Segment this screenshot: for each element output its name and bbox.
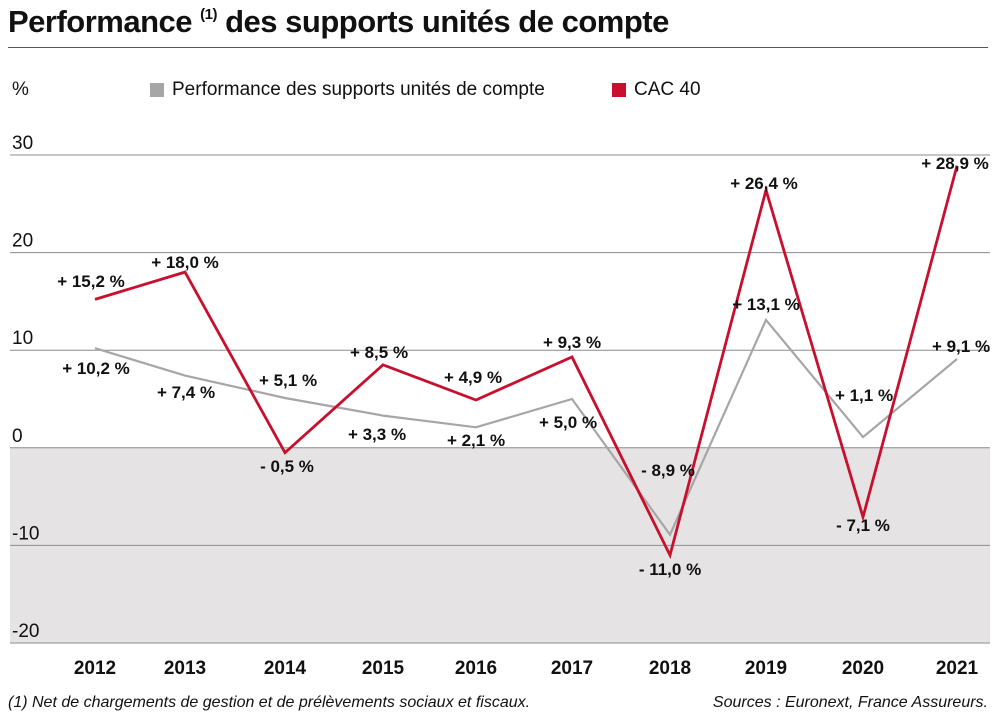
x-tick-label: 2017 xyxy=(551,658,593,679)
y-tick-label: 0 xyxy=(12,426,23,447)
data-label-cac40: + 28,9 % xyxy=(921,154,989,173)
series-line-ucs xyxy=(94,317,958,537)
x-tick-label: 2013 xyxy=(164,658,206,679)
data-label-ucs: + 13,1 % xyxy=(732,295,800,314)
legend-item-ucs: Performance des supports unités de compt… xyxy=(150,79,545,101)
title-divider xyxy=(8,47,988,48)
x-tick-label: 2014 xyxy=(264,658,307,679)
data-label-ucs: + 9,1 % xyxy=(932,337,990,356)
data-label-ucs: + 7,4 % xyxy=(157,383,215,402)
x-tick-label: 2012 xyxy=(74,658,116,679)
legend-swatch-red xyxy=(612,83,626,97)
x-tick-label: 2016 xyxy=(455,658,497,679)
series-line-cac40 xyxy=(94,165,959,560)
data-label-cac40: + 26,4 % xyxy=(730,174,798,193)
title-rest: des supports unités de compte xyxy=(225,4,669,39)
title-main: Performance xyxy=(8,4,193,39)
x-tick-label: 2021 xyxy=(936,658,979,679)
y-unit-label: % xyxy=(12,79,29,100)
legend-label-cac40: CAC 40 xyxy=(634,79,701,100)
data-label-cac40: - 0,5 % xyxy=(260,457,314,476)
data-label-ucs: + 5,0 % xyxy=(539,413,597,432)
data-label-ucs: + 1,1 % xyxy=(835,386,893,405)
data-label-ucs: + 2,1 % xyxy=(447,431,505,450)
y-tick-label: -20 xyxy=(12,621,39,642)
data-label-ucs: - 8,9 % xyxy=(641,461,695,480)
data-label-ucs: + 10,2 % xyxy=(62,359,130,378)
legend-swatch-grey xyxy=(150,83,164,97)
data-label-cac40: + 15,2 % xyxy=(57,272,125,291)
y-tick-label: 20 xyxy=(12,231,33,252)
title-footnote-ref: (1) xyxy=(200,6,217,23)
data-label-cac40: + 8,5 % xyxy=(350,343,408,362)
data-label-cac40: + 18,0 % xyxy=(151,253,219,272)
y-tick-label: 30 xyxy=(12,133,33,154)
x-tick-label: 2015 xyxy=(362,658,405,679)
chart-title: Performance (1) des supports unités de c… xyxy=(8,4,669,40)
data-label-cac40: - 7,1 % xyxy=(836,516,890,535)
y-tick-label: -10 xyxy=(12,523,39,544)
sources: Sources : Euronext, France Assureurs. xyxy=(712,694,988,711)
x-tick-label: 2020 xyxy=(842,658,884,679)
legend-item-cac40: CAC 40 xyxy=(612,79,701,101)
data-label-ucs: + 5,1 % xyxy=(259,371,317,390)
x-tick-label: 2019 xyxy=(745,658,787,679)
data-label-ucs: + 3,3 % xyxy=(348,425,406,444)
footnote: (1) Net de chargements de gestion et de … xyxy=(8,694,531,711)
data-label-cac40: - 11,0 % xyxy=(639,560,701,579)
y-tick-label: 10 xyxy=(12,328,33,349)
x-tick-label: 2018 xyxy=(649,658,691,679)
legend-label-ucs: Performance des supports unités de compt… xyxy=(172,79,545,100)
data-label-cac40: + 9,3 % xyxy=(543,333,601,352)
data-label-cac40: + 4,9 % xyxy=(444,368,502,387)
